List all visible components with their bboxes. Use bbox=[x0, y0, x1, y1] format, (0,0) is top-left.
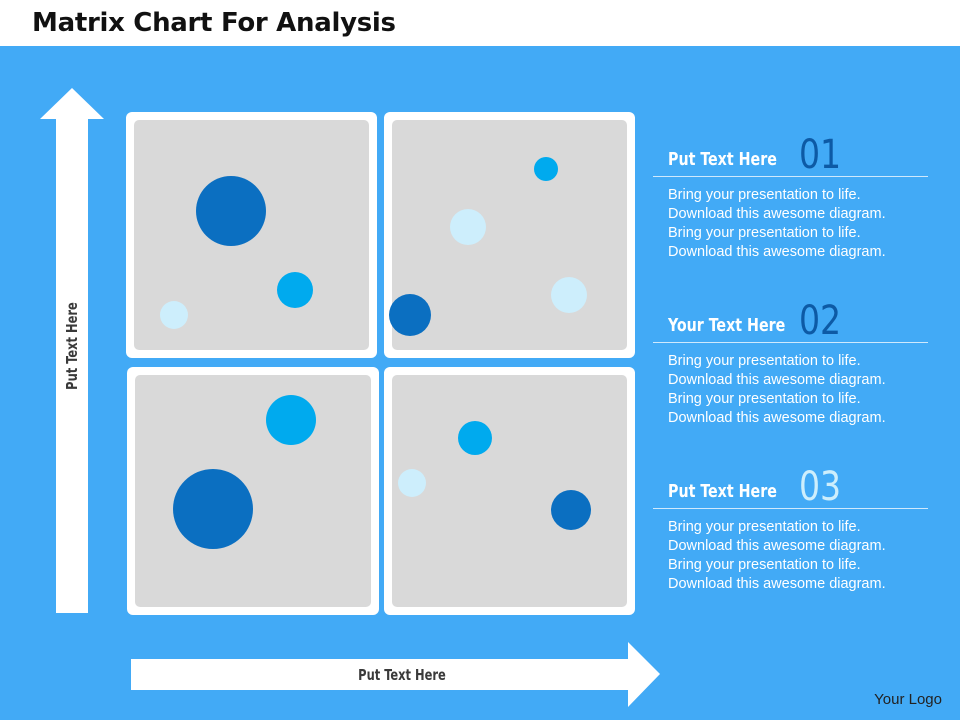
info-item-line: Download this awesome diagram. bbox=[668, 372, 886, 388]
bubble bbox=[389, 294, 431, 336]
bubble bbox=[266, 395, 316, 445]
info-item-title: Put Text Here bbox=[668, 149, 777, 170]
info-item-1: Put Text Here 01 Bring your presentation… bbox=[653, 133, 928, 262]
bubble bbox=[458, 421, 492, 455]
info-item-line: Bring your presentation to life. bbox=[668, 391, 861, 407]
bubble bbox=[196, 176, 266, 246]
info-item-number: 01 bbox=[799, 132, 842, 178]
info-item-body: Bring your presentation to life. Downloa… bbox=[653, 177, 928, 262]
title-bar: Matrix Chart For Analysis bbox=[0, 0, 960, 46]
logo-text: Your Logo bbox=[874, 691, 942, 708]
bubble bbox=[160, 301, 188, 329]
x-axis-arrow bbox=[131, 642, 660, 707]
x-axis-label: Put Text Here bbox=[358, 666, 446, 684]
info-item-line: Bring your presentation to life. bbox=[668, 519, 861, 535]
info-item-line: Download this awesome diagram. bbox=[668, 410, 886, 426]
info-item-line: Download this awesome diagram. bbox=[668, 206, 886, 222]
bubble bbox=[450, 209, 486, 245]
quadrant-bottom-right-panel bbox=[392, 375, 627, 607]
info-item-line: Bring your presentation to life. bbox=[668, 225, 861, 241]
bubble bbox=[173, 469, 253, 549]
slide-title: Matrix Chart For Analysis bbox=[32, 8, 396, 38]
y-axis-label: Put Text Here bbox=[63, 302, 81, 390]
info-item-line: Download this awesome diagram. bbox=[668, 538, 886, 554]
quadrant-bottom-left bbox=[127, 367, 379, 615]
quadrant-bottom-left-panel bbox=[135, 375, 371, 607]
bubble bbox=[551, 277, 587, 313]
quadrant-bottom-right bbox=[384, 367, 635, 615]
info-item-body: Bring your presentation to life. Downloa… bbox=[653, 509, 928, 594]
quadrant-top-right-panel bbox=[389, 120, 627, 350]
info-item-title: Your Text Here bbox=[668, 315, 786, 336]
info-item-line: Bring your presentation to life. bbox=[668, 353, 861, 369]
info-item-header: Your Text Here 02 bbox=[653, 299, 928, 343]
info-item-line: Download this awesome diagram. bbox=[668, 244, 886, 260]
bubble bbox=[551, 490, 591, 530]
info-item-header: Put Text Here 03 bbox=[653, 465, 928, 509]
info-item-header: Put Text Here 01 bbox=[653, 133, 928, 177]
bubble bbox=[277, 272, 313, 308]
y-axis-arrow bbox=[40, 88, 104, 613]
info-item-3: Put Text Here 03 Bring your presentation… bbox=[653, 465, 928, 594]
info-item-title: Put Text Here bbox=[668, 481, 777, 502]
bubble bbox=[534, 157, 558, 181]
info-item-line: Bring your presentation to life. bbox=[668, 187, 861, 203]
info-item-line: Download this awesome diagram. bbox=[668, 576, 886, 592]
quadrant-top-left bbox=[126, 112, 377, 358]
info-item-2: Your Text Here 02 Bring your presentatio… bbox=[653, 299, 928, 428]
info-item-number: 03 bbox=[799, 464, 842, 510]
info-item-body: Bring your presentation to life. Downloa… bbox=[653, 343, 928, 428]
bubble bbox=[398, 469, 426, 497]
quadrant-top-right bbox=[384, 112, 635, 358]
quadrant-top-left-panel bbox=[134, 120, 369, 350]
info-item-number: 02 bbox=[799, 298, 842, 344]
info-item-line: Bring your presentation to life. bbox=[668, 557, 861, 573]
